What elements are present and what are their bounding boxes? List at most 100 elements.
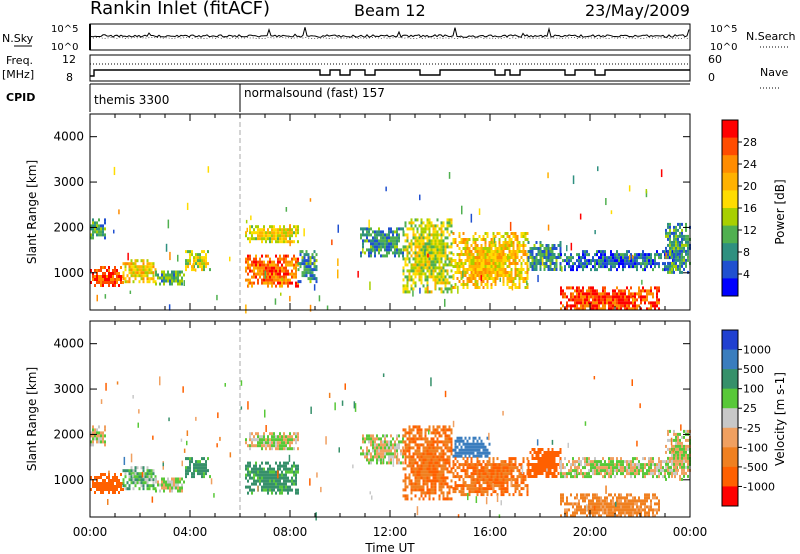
heatmap-cell (426, 491, 429, 495)
heatmap-cell (207, 469, 209, 473)
heatmap-cell (566, 496, 568, 500)
heatmap-speck (331, 239, 333, 246)
heatmap-cell (574, 304, 576, 308)
heatmap-cell (249, 281, 251, 285)
heatmap-cell (420, 221, 423, 225)
heatmap-cell (275, 228, 277, 232)
heatmap-cell (307, 256, 310, 260)
heatmap-cell (673, 255, 675, 259)
heatmap-cell (295, 464, 297, 468)
heatmap-cell (476, 445, 479, 449)
heatmap-cell (281, 266, 283, 270)
heatmap-cell (120, 281, 122, 284)
heatmap-cell (440, 233, 443, 237)
heatmap-cell (460, 283, 463, 286)
heatmap-cell (685, 222, 687, 226)
heatmap-cell (594, 292, 596, 296)
heatmap-cell (478, 484, 481, 488)
heatmap-cell (551, 457, 554, 460)
heatmap-cell (380, 458, 382, 462)
heatmap-cell (612, 472, 614, 476)
heatmap-cell (249, 432, 251, 436)
heatmap-cell (275, 444, 277, 448)
heatmap-cell (118, 272, 120, 275)
heatmap-cell (410, 458, 413, 462)
heatmap-cell (416, 257, 419, 261)
heatmap-cell (586, 259, 588, 263)
heatmap-cell (287, 461, 289, 465)
heatmap-cell (496, 259, 499, 262)
heatmap-cell (110, 275, 112, 278)
heatmap-cell (650, 256, 652, 260)
heatmap-cell (572, 460, 574, 464)
heatmap-cell (273, 260, 275, 264)
heatmap-cell (408, 482, 411, 486)
heatmap-cell (612, 466, 614, 470)
heatmap-cell (267, 470, 269, 474)
heatmap-cell (624, 466, 626, 470)
heatmap-cell (263, 438, 265, 442)
heatmap-cell (366, 230, 368, 234)
heatmap-cell (150, 262, 153, 266)
heatmap-cell (197, 469, 199, 473)
heatmap-cell (482, 472, 485, 476)
heatmap-cell (269, 278, 271, 282)
heatmap-cell (564, 508, 566, 512)
heatmap-cell (404, 497, 407, 501)
heatmap-cell (652, 469, 654, 473)
heatmap-cell (666, 265, 668, 269)
heatmap-cell (416, 479, 419, 483)
heatmap-cell (460, 469, 463, 473)
heatmap-cell (588, 301, 590, 305)
heatmap-cell (436, 248, 439, 252)
heatmap-cell (658, 265, 660, 269)
heatmap-cell (478, 490, 481, 494)
heatmap-cell (514, 274, 517, 277)
heatmap-cell (685, 228, 687, 232)
heatmap-cell (291, 234, 293, 238)
heatmap-cell (452, 472, 455, 476)
heatmap-cell (189, 250, 191, 254)
heatmap-cell (638, 262, 640, 266)
heatmap-cell (560, 286, 562, 290)
heatmap-cell (502, 250, 505, 253)
heatmap-cell (610, 307, 612, 311)
heatmap-cell (570, 307, 572, 311)
heatmap-cell (482, 490, 485, 494)
heatmap-cell (378, 452, 380, 456)
heatmap-cell (430, 269, 433, 273)
heatmap-cell (287, 435, 289, 439)
heatmap-cell (92, 437, 94, 441)
heatmap-cell (438, 446, 441, 450)
heatmap-cell (448, 497, 451, 501)
heatmap-cell (412, 221, 415, 225)
heatmap-cell (404, 239, 407, 243)
heatmap-cell (432, 260, 435, 264)
heatmap-cell (416, 245, 419, 249)
heatmap-cell (624, 307, 626, 311)
heatmap-cell (440, 476, 443, 480)
heatmap-cell (440, 278, 443, 282)
heatmap-cell (285, 438, 287, 442)
heatmap-cell (466, 280, 469, 283)
heatmap-cell (524, 277, 527, 280)
heatmap-cell (161, 276, 163, 280)
heatmap-cell (574, 262, 576, 266)
heatmap-cell (508, 478, 511, 482)
heatmap-cell (173, 279, 175, 283)
heatmap-cell (120, 482, 122, 485)
heatmap-cell (152, 277, 155, 281)
heatmap-cell (110, 488, 112, 491)
heatmap-cell (132, 469, 135, 473)
heatmap-cell (504, 463, 507, 467)
heatmap-cell (295, 435, 297, 439)
heatmap-cell (108, 476, 110, 479)
heatmap-cell (673, 231, 675, 235)
heatmap-cell (466, 256, 469, 259)
heatmap-cell (551, 268, 554, 271)
heatmap-cell (518, 475, 521, 479)
heatmap-cell (293, 473, 295, 477)
heatmap-cell (126, 481, 129, 485)
heatmap-cell (474, 445, 477, 449)
heatmap-cell (422, 470, 425, 474)
